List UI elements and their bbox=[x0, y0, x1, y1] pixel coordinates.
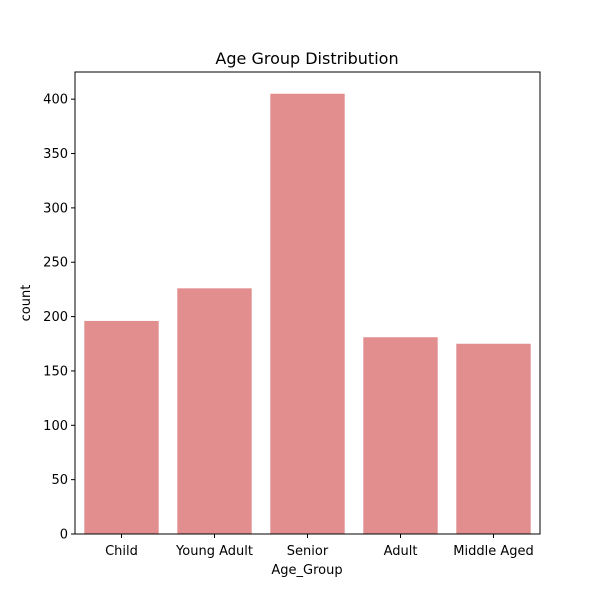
bar-young-adult bbox=[177, 288, 252, 534]
y-axis-ticks: 0 50 100 150 200 250 300 350 400 bbox=[43, 93, 75, 543]
bar-middle-aged bbox=[456, 343, 531, 534]
x-tick-label-young-adult: Young Adult bbox=[175, 544, 253, 559]
x-tick-label-adult: Adult bbox=[384, 544, 418, 559]
bars-group bbox=[84, 93, 531, 534]
bar-adult bbox=[363, 337, 438, 534]
bar-child bbox=[84, 320, 159, 534]
y-tick-label: 50 bbox=[51, 473, 68, 488]
y-tick-label: 300 bbox=[43, 201, 68, 216]
y-axis-label: count bbox=[19, 285, 34, 322]
x-axis-ticks: Child Young Adult Senior Adult Middle Aged bbox=[105, 534, 534, 559]
y-tick-label: 250 bbox=[43, 256, 68, 271]
y-tick-label: 350 bbox=[43, 147, 68, 162]
y-tick-label: 0 bbox=[60, 528, 68, 543]
x-tick-label-senior: Senior bbox=[287, 544, 329, 559]
y-tick-label: 400 bbox=[43, 93, 68, 108]
bar-senior bbox=[270, 93, 345, 534]
y-tick-label: 150 bbox=[43, 364, 68, 379]
x-axis-label: Age_Group bbox=[271, 563, 342, 578]
x-tick-label-middle-aged: Middle Aged bbox=[453, 544, 533, 559]
x-tick-label-child: Child bbox=[105, 544, 138, 559]
chart-title: Age Group Distribution bbox=[215, 49, 398, 68]
plot-frame bbox=[74, 71, 541, 535]
y-tick-label: 200 bbox=[43, 310, 68, 325]
y-tick-label: 100 bbox=[43, 419, 68, 434]
